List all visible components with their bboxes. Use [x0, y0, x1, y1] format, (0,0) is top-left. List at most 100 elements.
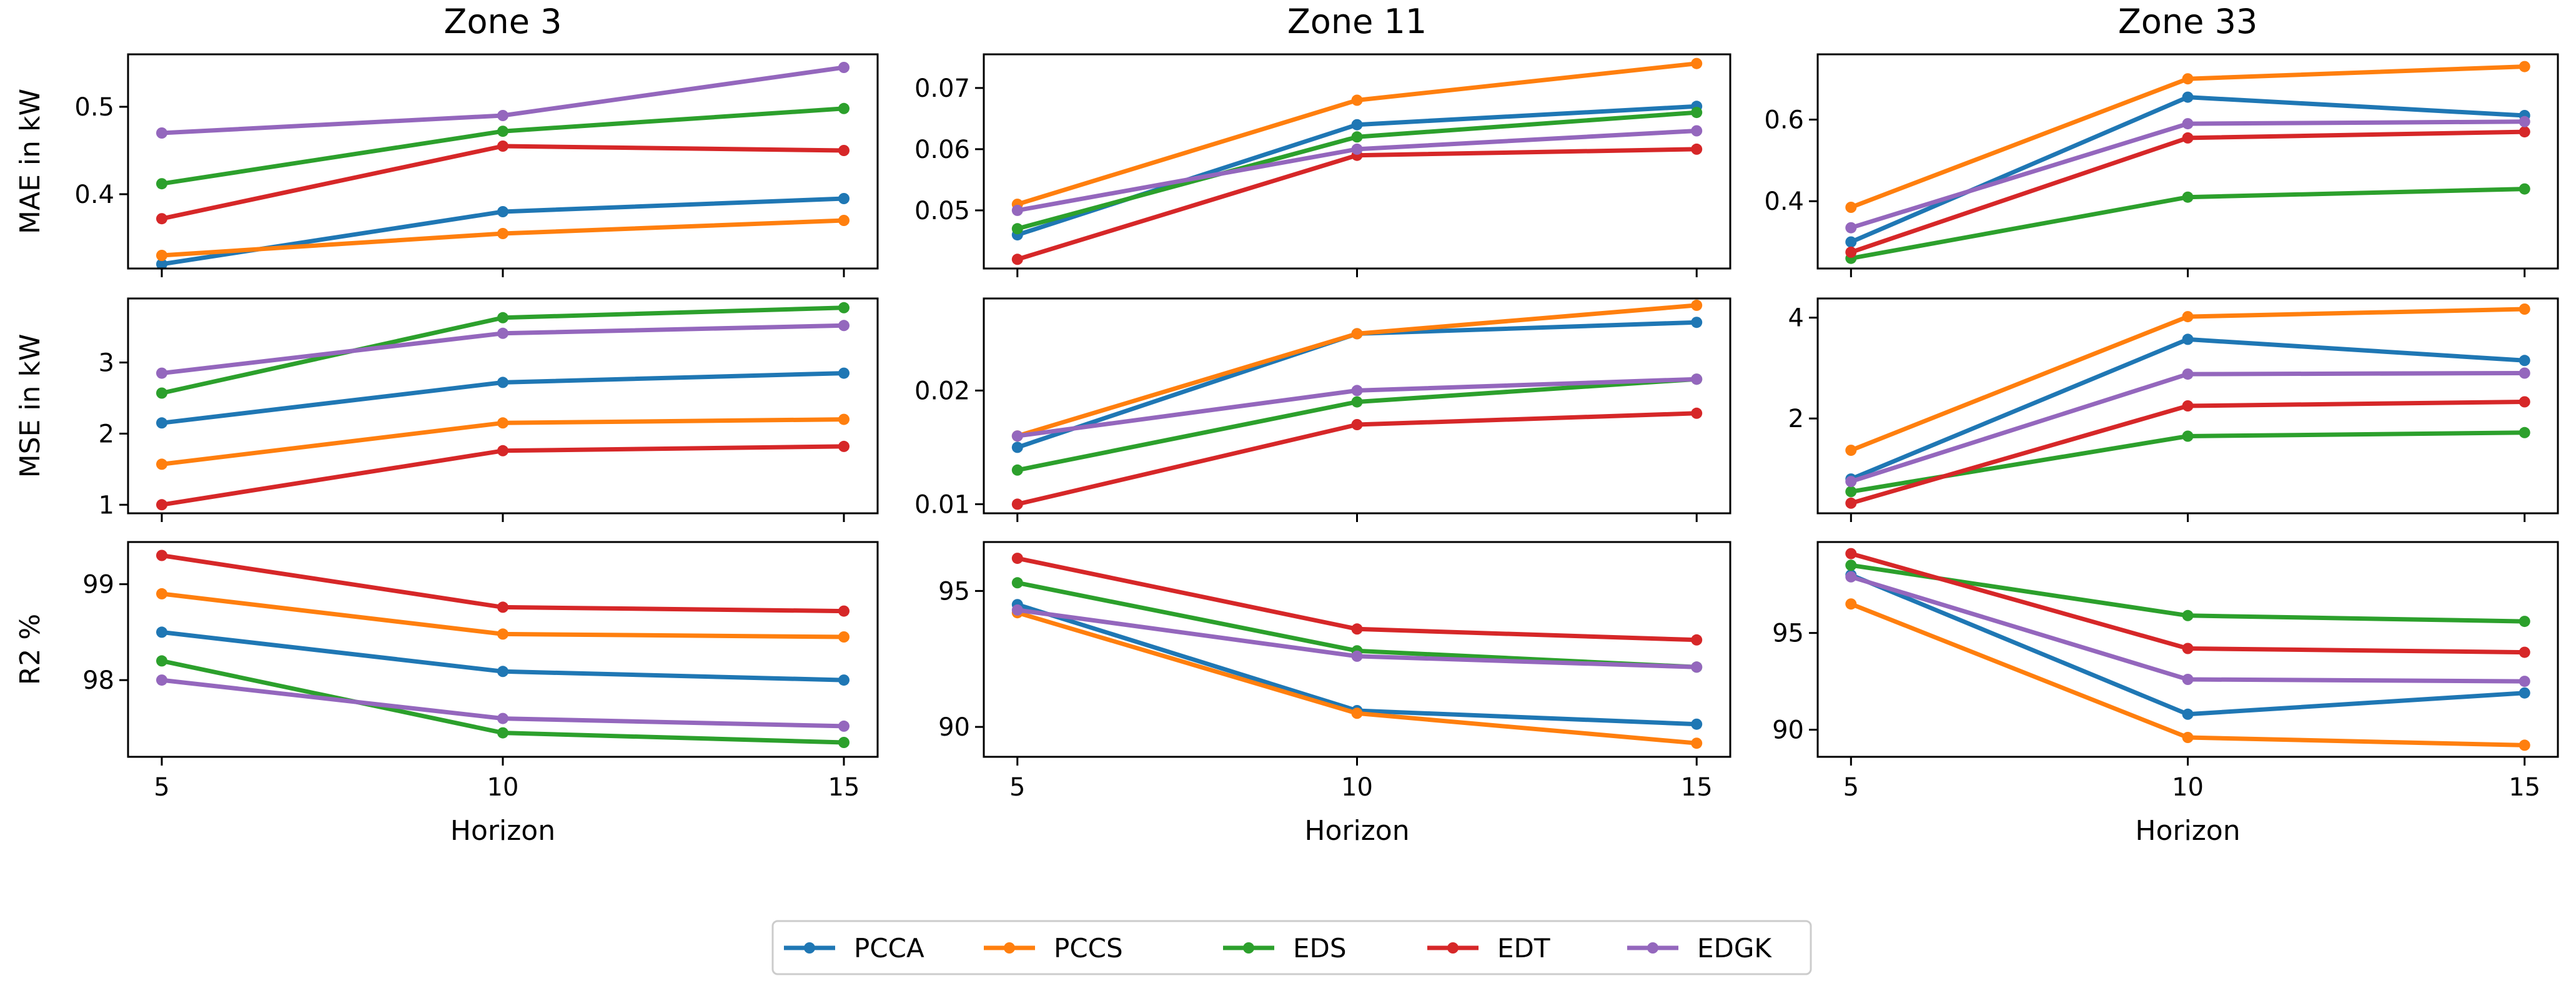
legend-label: EDGK	[1697, 933, 1772, 964]
legend-box	[771, 920, 1812, 975]
point-pccs-x5	[1845, 445, 1857, 456]
point-edt-x5	[1845, 548, 1857, 560]
panel-zone-3-mae: 0.4 0.5 Zone 3 MAE in kW	[14, 2, 879, 277]
y-tick-label: 95	[1772, 619, 1804, 648]
point-pccs-x15	[838, 215, 850, 226]
point-pcca-x15	[1691, 718, 1703, 730]
point-edgk-x10	[2182, 368, 2194, 380]
point-edt-x10	[1351, 623, 1363, 635]
y-tick-label: 3	[99, 349, 114, 378]
series-line-edgk	[1848, 371, 2527, 484]
point-edgk-x5	[156, 127, 167, 139]
panel-zone-11-r2: 90 95 5 10 15 Horizon	[938, 541, 1731, 847]
y-tick-label: 0.07	[914, 74, 970, 103]
y-tick-label: 0.05	[914, 197, 970, 225]
y-tick-label: 4	[1788, 304, 1804, 333]
panel-zone-3-r2: 98 99 5 10 15 Horizon R2 %	[14, 541, 879, 847]
series-line-edgk	[1015, 129, 1699, 213]
point-eds-x15	[838, 737, 850, 748]
point-eds-x5	[1011, 577, 1023, 589]
point-pccs-x5	[156, 458, 167, 470]
series-line-edt	[1848, 400, 2527, 506]
point-eds-x15	[2519, 426, 2530, 438]
point-edgk-x15	[838, 320, 850, 332]
y-tick-label: 2	[99, 420, 114, 448]
point-edgk-x5	[1011, 604, 1023, 616]
x-tick-label: 15	[2509, 773, 2540, 802]
point-pcca-x10	[2182, 91, 2194, 103]
zone-title-zone-3: Zone 3	[444, 2, 562, 41]
point-edt-x10	[497, 445, 508, 456]
point-edgk-x10	[497, 712, 508, 724]
point-edgk-x5	[1011, 430, 1023, 442]
point-pcca-x10	[497, 206, 508, 217]
point-pccs-x15	[838, 413, 850, 425]
legend-swatch-marker	[1243, 942, 1254, 954]
point-eds-x10	[497, 312, 508, 323]
point-edt-x15	[1691, 407, 1703, 419]
point-eds-x5	[1845, 560, 1857, 571]
point-edgk-x5	[1845, 222, 1857, 234]
legend-entry-edt: EDT	[1427, 933, 1550, 964]
point-edt-x15	[838, 605, 850, 617]
point-edt-x5	[156, 499, 167, 511]
point-pccs-x15	[838, 631, 850, 643]
point-pcca-x10	[497, 377, 508, 388]
zone-title-zone-33: Zone 33	[2118, 2, 2257, 41]
x-tick-label: 15	[1681, 773, 1713, 802]
point-edgk-x15	[1691, 661, 1703, 673]
y-tick-label: 0.06	[914, 136, 970, 164]
y-tick-label: 0.4	[1764, 187, 1804, 216]
legend-entry-eds: EDS	[1223, 933, 1347, 964]
point-pcca-x5	[156, 417, 167, 429]
point-pccs-x10	[1351, 94, 1363, 106]
point-pccs-x10	[497, 417, 508, 429]
point-edt-x15	[2519, 646, 2530, 658]
y-tick-label: 95	[938, 577, 970, 606]
point-edgk-x10	[2182, 674, 2194, 685]
point-pcca-x15	[2519, 355, 2530, 367]
point-edt-x5	[1011, 254, 1023, 265]
legend-swatch-marker	[1447, 942, 1459, 954]
point-pccs-x10	[2182, 311, 2194, 323]
point-eds-x10	[497, 727, 508, 739]
point-edgk-x15	[2519, 116, 2530, 127]
panel-zone-33-mse: 24	[1788, 297, 2559, 522]
point-pccs-x5	[1845, 202, 1857, 213]
point-pccs-x15	[1691, 737, 1703, 749]
legend-swatch-marker	[804, 942, 815, 954]
legend-swatch-marker	[1004, 942, 1015, 954]
point-eds-x10	[1351, 396, 1363, 408]
legend-label: PCCS	[1054, 933, 1123, 964]
point-edt-x10	[2182, 643, 2194, 654]
plot-frame	[1816, 53, 2559, 270]
point-eds-x5	[1011, 223, 1023, 235]
panel-zone-33-mae: 0.4 0.6 Zone 33	[1764, 2, 2559, 277]
point-pccs-x15	[1691, 57, 1703, 69]
point-edgk-x10	[497, 110, 508, 121]
x-tick-label: 15	[828, 773, 860, 802]
point-pccs-x5	[1845, 598, 1857, 610]
point-edt-x15	[838, 145, 850, 156]
point-edgk-x5	[156, 674, 167, 686]
y-tick-label: 99	[82, 571, 114, 599]
point-eds-x15	[838, 102, 850, 114]
legend-label: PCCA	[854, 933, 924, 964]
y-tick-label: 90	[1772, 716, 1804, 745]
point-edt-x5	[1845, 246, 1857, 258]
point-edgk-x15	[1691, 373, 1703, 385]
point-eds-x5	[156, 655, 167, 667]
y-tick-label: 98	[82, 666, 114, 695]
point-edt-x15	[2519, 126, 2530, 138]
point-edt-x10	[497, 140, 508, 152]
point-pccs-x5	[156, 250, 167, 261]
point-eds-x10	[2182, 609, 2194, 621]
point-eds-x15	[1691, 107, 1703, 119]
y-tick-label: 0.02	[914, 377, 970, 405]
point-edgk-x10	[1351, 143, 1363, 155]
x-tick-label: 5	[154, 773, 169, 802]
point-edgk-x10	[497, 327, 508, 339]
panel-zone-11-mse: 0.01 0.02	[914, 297, 1731, 522]
legend-label: EDS	[1293, 933, 1347, 964]
point-pccs-x10	[2182, 732, 2194, 743]
